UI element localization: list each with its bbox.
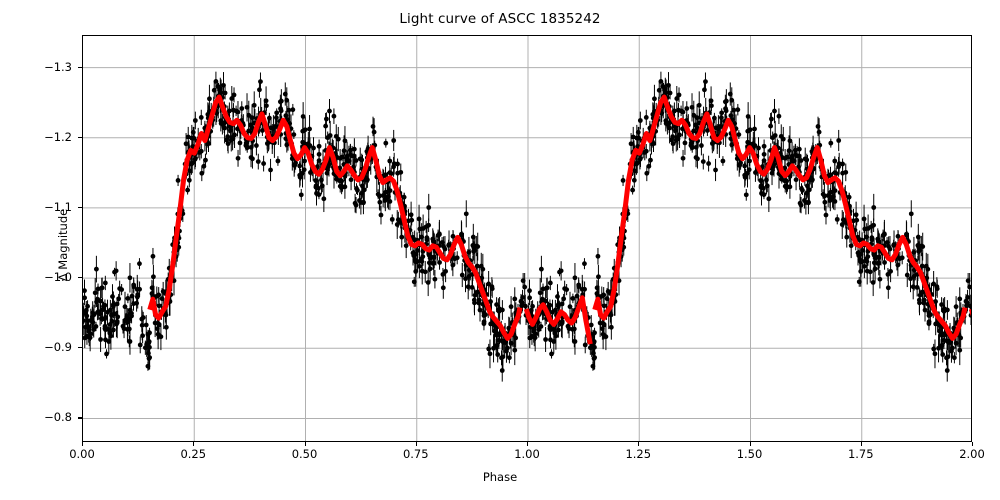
x-tick-label: 1.25: [625, 447, 652, 461]
x-tick-label: 2.00: [959, 447, 985, 461]
fit-line: [147, 94, 593, 345]
y-tick-mark: [78, 347, 82, 349]
x-tick-mark: [193, 442, 195, 446]
x-tick-mark: [304, 442, 306, 446]
x-tick-mark: [749, 442, 751, 446]
fit-line: [592, 94, 971, 341]
x-tick-mark: [82, 442, 84, 446]
y-tick-mark: [78, 277, 82, 279]
y-tick-label: −1.2: [44, 129, 72, 144]
x-tick-mark: [972, 442, 974, 446]
x-axis-label: Phase: [482, 470, 518, 484]
x-tick-label: 1.50: [736, 447, 763, 461]
x-tick-label: 0.25: [180, 447, 207, 461]
x-tick-mark: [638, 442, 640, 446]
x-tick-label: 1.75: [847, 447, 874, 461]
y-tick-label: −1.3: [44, 59, 72, 74]
x-tick-mark: [527, 442, 529, 446]
plot-area: [82, 35, 972, 442]
x-tick-label: 0.75: [402, 447, 429, 461]
x-tick-label: 0.00: [69, 447, 95, 461]
y-tick-mark: [78, 66, 82, 68]
x-tick-mark: [860, 442, 862, 446]
y-tick-mark: [78, 417, 82, 419]
y-tick-label: −0.8: [44, 410, 72, 425]
y-tick-mark: [78, 136, 82, 138]
y-tick-label: −0.9: [44, 340, 72, 355]
x-tick-label: 0.50: [291, 447, 318, 461]
x-tick-label: 1.00: [514, 447, 540, 461]
y-tick-label: −1.1: [44, 199, 72, 214]
x-tick-mark: [415, 442, 417, 446]
y-tick-mark: [78, 206, 82, 209]
chart-title: Light curve of ASCC 1835242: [399, 11, 601, 27]
scatter-points: [83, 71, 971, 382]
y-axis-label: Δ Magnitude: [56, 208, 70, 282]
y-tick-label: −1.0: [44, 270, 72, 285]
data-layer: [83, 71, 971, 382]
